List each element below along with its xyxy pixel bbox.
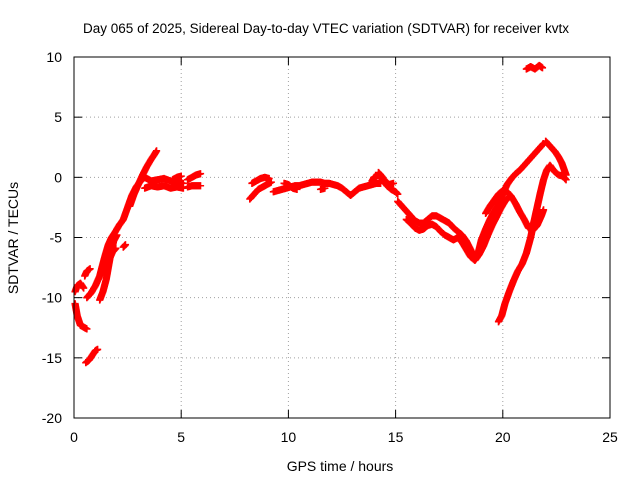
y-tick-label: -15: [42, 350, 62, 366]
plot-area-frame: [73, 56, 611, 419]
grid-lines: [74, 57, 610, 418]
x-tick-label: 5: [177, 429, 185, 445]
y-tick-label: 10: [46, 49, 62, 65]
data-point-marker: [112, 244, 120, 252]
data-point-marker: [113, 231, 121, 239]
data-point-marker: [196, 170, 205, 178]
data-point-marker: [152, 147, 161, 155]
chart-title: Day 065 of 2025, Sidereal Day-to-day VTE…: [83, 21, 569, 36]
y-tick-label: 0: [54, 169, 62, 185]
data-point-marker: [121, 241, 130, 249]
y-tick-label: -10: [42, 290, 62, 306]
data-point-marker: [538, 64, 547, 72]
x-tick-label: 20: [495, 429, 511, 445]
data-point-marker: [389, 179, 398, 187]
x-tick-label: 25: [602, 429, 618, 445]
data-point-marker: [562, 171, 570, 179]
data-point-marker: [93, 345, 102, 354]
tick-labels: 0 5 10 15 20 25 -20 -15 -10 -5 0 5 10: [42, 49, 618, 445]
data-point-marker: [179, 184, 187, 192]
y-tick-label: -5: [50, 230, 63, 246]
x-tick-label: 10: [281, 429, 297, 445]
data-point-marker: [86, 265, 94, 273]
data-point-marker: [539, 206, 548, 214]
data-point-marker: [321, 184, 329, 192]
data-point-marker: [80, 284, 88, 292]
data-point-marker: [196, 182, 205, 190]
data-point-marker: [267, 178, 275, 186]
data-point-marker: [293, 185, 301, 193]
x-axis-label: GPS time / hours: [287, 458, 394, 474]
x-tick-label: 15: [388, 429, 404, 445]
data-point-marker: [177, 172, 185, 180]
y-tick-label: -20: [42, 410, 62, 426]
data-point-marker: [83, 325, 91, 333]
data-point-marker: [394, 190, 402, 198]
data-point-marker: [265, 174, 273, 183]
y-axis-label: SDTVAR / TECUs: [5, 182, 21, 294]
y-tick-label: 5: [54, 109, 62, 125]
x-tick-label: 0: [70, 429, 78, 445]
data-series: [71, 61, 570, 367]
